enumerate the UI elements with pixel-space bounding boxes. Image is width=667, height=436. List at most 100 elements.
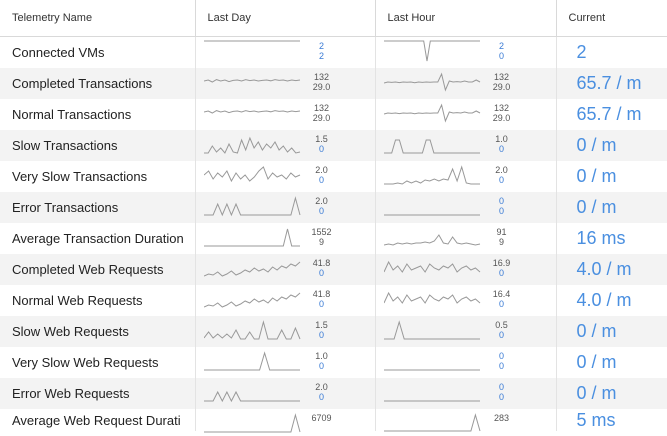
column-header-current[interactable]: Current [556, 0, 667, 37]
telemetry-name: Average Transaction Duration [0, 223, 196, 254]
last-hour-max: 0 [498, 382, 504, 392]
last-hour-sparkline [383, 291, 480, 304]
current-value: 4.0 / m [556, 254, 667, 285]
last-hour-max: 16.4 [492, 289, 511, 299]
last-hour-min: 0 [498, 299, 504, 309]
table-row[interactable]: Completed Transactions 132 29.0 132 29.0 65.7… [0, 68, 667, 99]
telemetry-name: Completed Web Requests [0, 254, 196, 285]
telemetry-name: Slow Transactions [0, 130, 196, 161]
table-row[interactable]: Completed Web Requests 41.8 0 16.9 0 4.0 / m [0, 254, 667, 285]
last-hour-sparkline [383, 369, 480, 371]
last-day-cell: 1552 9 [195, 223, 376, 254]
telemetry-name: Error Transactions [0, 192, 196, 223]
telemetry-name: Very Slow Transactions [0, 161, 196, 192]
table-row[interactable]: Average Transaction Duration 1552 9 91 9 16 m… [0, 223, 667, 254]
table-row[interactable]: Slow Transactions 1.5 0 1.0 0 0 / m [0, 130, 667, 161]
current-value: 2 [576, 42, 587, 62]
last-hour-range: 1.0 0 [490, 134, 514, 154]
telemetry-name: Average Web Request Durati [0, 409, 196, 431]
column-header-last-day[interactable]: Last Day [195, 0, 376, 37]
last-day-min: 0 [318, 175, 324, 185]
last-day-cell: 6709 [195, 409, 376, 433]
last-day-sparkline [203, 136, 300, 154]
column-header-last-hour[interactable]: Last Hour [375, 0, 557, 37]
column-header-name[interactable]: Telemetry Name [0, 0, 196, 37]
telemetry-name: Normal Web Requests [0, 285, 196, 316]
table-row[interactable]: Error Web Requests 2.0 0 0 0 0 / m [0, 378, 667, 409]
last-hour-max: 91 [496, 227, 507, 237]
last-hour-sparkline [383, 214, 480, 216]
last-hour-max: 1.0 [495, 134, 508, 144]
last-day-cell: 1.5 0 [195, 316, 376, 347]
last-day-sparkline [203, 228, 300, 247]
last-hour-sparkline [383, 413, 480, 432]
table-row[interactable]: Normal Web Requests 41.8 0 16.4 0 4.0 / m [0, 285, 667, 316]
last-day-max: 132 [313, 103, 330, 113]
last-hour-cell: 16.4 0 [375, 285, 557, 316]
last-hour-max: 0 [498, 196, 504, 206]
last-day-sparkline [203, 292, 300, 308]
last-hour-max: 132 [493, 72, 510, 82]
last-hour-sparkline [383, 400, 480, 402]
last-day-sparkline [203, 390, 300, 403]
last-day-range: 41.8 0 [310, 289, 334, 309]
last-day-min: 0 [318, 144, 324, 154]
last-day-range: 2.0 0 [310, 196, 334, 216]
last-hour-sparkline [383, 165, 480, 185]
last-day-sparkline [203, 110, 300, 114]
last-hour-min: 0 [498, 144, 504, 154]
last-day-max: 2.0 [315, 165, 328, 175]
last-day-range: 1552 9 [310, 227, 334, 247]
last-day-max: 2.0 [315, 196, 328, 206]
table-row[interactable]: Very Slow Transactions 2.0 0 2.0 0 0 / m [0, 161, 667, 192]
last-day-min: 29.0 [312, 113, 331, 123]
last-day-min: 0 [318, 268, 324, 278]
last-hour-range: 91 9 [490, 227, 514, 247]
table-row[interactable]: Average Web Request Durati 6709 283 5 ms [0, 409, 667, 433]
last-hour-max: 132 [493, 103, 510, 113]
last-hour-cell: 1.0 0 [375, 130, 557, 161]
last-hour-max: 0.5 [495, 320, 508, 330]
current-value: 0 / m [556, 316, 667, 347]
last-hour-sparkline [383, 72, 480, 92]
last-day-range: 132 29.0 [310, 72, 334, 92]
last-day-sparkline [203, 351, 300, 371]
last-hour-sparkline [383, 234, 480, 246]
last-day-range: 1.5 0 [310, 320, 334, 340]
table-row[interactable]: Very Slow Web Requests 1.0 0 0 0 0 / m [0, 347, 667, 378]
last-hour-sparkline [383, 139, 480, 154]
current-value: 0 / m [556, 130, 667, 161]
last-day-sparkline [203, 40, 300, 42]
table-row[interactable]: Slow Web Requests 1.5 0 0.5 0 0 / m [0, 316, 667, 347]
last-day-range: 2.0 0 [310, 165, 334, 185]
last-day-cell: 41.8 0 [195, 285, 376, 316]
last-hour-cell: 283 [375, 409, 557, 432]
last-hour-cell: 132 29.0 [375, 68, 557, 99]
table-row[interactable]: Error Transactions 2.0 0 0 0 0 / m [0, 192, 667, 223]
table-row[interactable]: Connected VMs 2 2 2 0 2 [0, 36, 667, 68]
last-hour-range: 0.5 0 [490, 320, 514, 340]
last-hour-cell: 2.0 0 [375, 161, 557, 192]
last-day-max: 132 [313, 72, 330, 82]
table-header-row: Telemetry Name Last Day Last Hour Curren… [0, 0, 667, 37]
last-hour-sparkline [383, 40, 480, 62]
last-day-cell: 1.0 0 [195, 347, 376, 378]
last-hour-min: 0 [498, 175, 504, 185]
last-hour-min: 0 [498, 268, 504, 278]
telemetry-name: Normal Transactions [0, 99, 196, 130]
current-value: 65.7 / m [556, 68, 667, 99]
last-day-max: 1.5 [315, 134, 328, 144]
last-hour-min: 0 [498, 330, 504, 340]
last-day-min: 0 [318, 206, 324, 216]
last-day-max: 6709 [311, 413, 332, 423]
table-body: Connected VMs 2 2 2 0 2 Completed Transactions… [0, 36, 667, 433]
last-day-range: 6709 [310, 413, 334, 423]
table-row[interactable]: Normal Transactions 132 29.0 132 29.0 65.7 / … [0, 99, 667, 130]
last-hour-cell: 91 9 [375, 223, 557, 254]
